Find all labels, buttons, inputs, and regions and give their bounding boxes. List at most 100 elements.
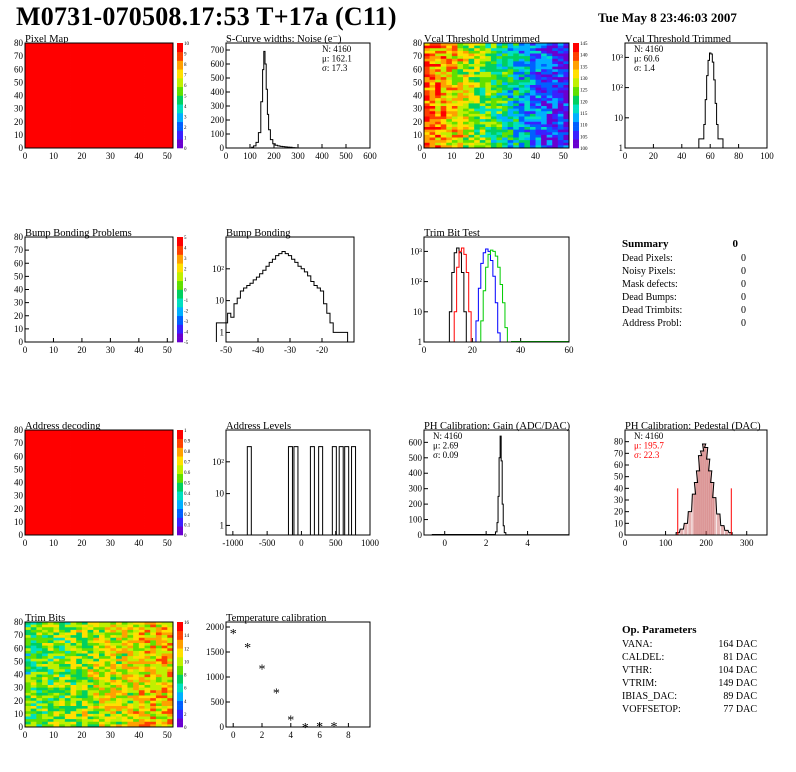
heatmap-cell	[59, 685, 66, 689]
heatmap-cell	[59, 664, 66, 668]
heatmap-cell	[127, 629, 134, 633]
heatmap-cell	[110, 640, 117, 644]
heatmap-cell	[64, 687, 71, 691]
heatmap-cell	[144, 119, 151, 123]
heatmap-cell	[133, 95, 140, 99]
heatmap-cell	[490, 66, 497, 70]
heatmap-cell	[93, 116, 100, 120]
heatmap-cell	[479, 127, 486, 131]
heatmap-cell	[93, 430, 100, 434]
heatmap-cell	[133, 643, 140, 647]
heatmap-cell	[144, 58, 151, 62]
heatmap-cell	[435, 132, 442, 136]
heatmap-cell	[138, 79, 145, 83]
heatmap-cell	[121, 495, 128, 499]
heatmap-cell	[99, 145, 106, 149]
heatmap-cell	[104, 716, 111, 720]
pedestal-fill	[694, 482, 698, 535]
heatmap-cell	[155, 74, 163, 78]
y-tick-label: 40	[14, 670, 24, 680]
palette-tick-label: 0.8	[184, 450, 191, 455]
heatmap-cell	[161, 703, 168, 707]
heatmap-cell	[81, 666, 89, 670]
heatmap-cell	[150, 98, 157, 102]
heatmap-cell	[138, 521, 145, 525]
heatmap-cell	[424, 119, 430, 123]
heatmap-cell	[507, 61, 514, 65]
heatmap-cell	[513, 106, 520, 110]
heatmap-cell	[167, 521, 174, 525]
heatmap-cell	[87, 622, 94, 626]
heatmap-cell	[435, 119, 442, 123]
heatmap-cell	[76, 503, 83, 507]
heatmap-cell	[507, 85, 514, 89]
heatmap-cell	[116, 64, 123, 68]
heatmap-cell	[30, 85, 37, 89]
heatmap-cell	[70, 43, 77, 47]
palette-swatch	[177, 722, 183, 728]
heatmap-cell	[59, 711, 66, 715]
heatmap-cell	[110, 650, 117, 654]
heatmap-cell	[155, 508, 163, 512]
heatmap-cell	[93, 66, 100, 70]
y-tick-label: 300	[409, 484, 423, 494]
heatmap-cell	[121, 477, 128, 481]
heatmap-cell	[144, 479, 151, 483]
heatmap-cell	[144, 121, 151, 125]
heatmap-cell	[167, 632, 174, 636]
heatmap-cell	[144, 658, 151, 662]
heatmap-cell	[552, 43, 559, 47]
palette-swatch	[177, 700, 183, 706]
heatmap-cell	[133, 432, 140, 436]
heatmap-cell	[138, 629, 145, 633]
heatmap-cell	[474, 74, 481, 78]
heatmap-cell	[155, 532, 163, 536]
heatmap-cell	[127, 474, 134, 478]
heatmap-cell	[42, 500, 49, 504]
heatmap-cell	[64, 503, 71, 507]
y-tick-label: 30	[14, 298, 24, 308]
heatmap-cell	[513, 69, 520, 73]
heatmap-cell	[144, 90, 151, 94]
heatmap-cell	[507, 95, 514, 99]
heatmap-cell	[93, 650, 100, 654]
heatmap-cell	[524, 45, 531, 49]
heatmap-cell	[47, 498, 54, 502]
heatmap-cell	[30, 700, 37, 704]
heatmap-cell	[99, 643, 106, 647]
heatmap-cell	[474, 43, 481, 47]
palette-swatch	[177, 438, 183, 444]
heatmap-cell	[138, 43, 145, 47]
heatmap-cell	[127, 695, 134, 699]
heatmap-cell	[110, 493, 117, 497]
heatmap-cell	[161, 145, 168, 149]
heatmap-cell	[47, 448, 54, 452]
heatmap-cell	[70, 677, 77, 681]
heatmap-cell	[557, 98, 564, 102]
heatmap-cell	[138, 527, 145, 531]
heatmap-cell	[457, 87, 464, 91]
heatmap-cell	[70, 98, 77, 102]
heatmap-cell	[529, 106, 536, 110]
heatmap-cell	[535, 119, 542, 123]
heatmap-cell	[64, 653, 71, 657]
heatmap-cell	[47, 466, 54, 470]
heatmap-cell	[424, 116, 430, 120]
heatmap-cell	[138, 66, 145, 70]
heatmap-cell	[93, 56, 100, 60]
heatmap-cell	[138, 711, 145, 715]
heatmap-cell	[42, 48, 49, 52]
heatmap-cell	[25, 713, 32, 717]
heatmap-cell	[133, 134, 140, 138]
heatmap-cell	[435, 106, 442, 110]
heatmap-cell	[150, 643, 157, 647]
heatmap-cell	[30, 645, 37, 649]
heatmap-cell	[424, 43, 430, 47]
heatmap-cell	[424, 100, 430, 104]
heatmap-cell	[93, 448, 100, 452]
heatmap-cell	[496, 50, 503, 54]
heatmap-cell	[424, 132, 430, 136]
palette-swatch	[177, 324, 183, 330]
heatmap-cell	[150, 503, 157, 507]
heatmap-cell	[42, 472, 49, 476]
